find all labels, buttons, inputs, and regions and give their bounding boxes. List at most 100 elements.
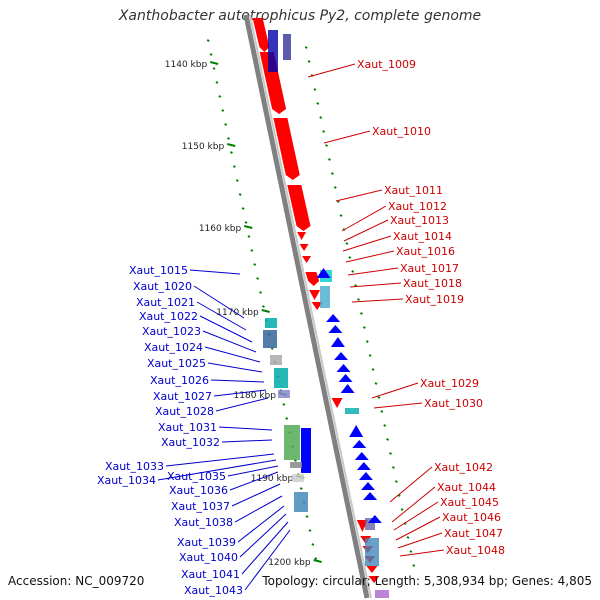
forward-gene-arrow bbox=[311, 302, 323, 310]
gene-label: Xaut_1024 bbox=[144, 341, 203, 354]
gene-label-leader bbox=[210, 379, 265, 383]
gene-label: Xaut_1022 bbox=[139, 310, 198, 323]
homology-box bbox=[365, 518, 375, 530]
scale-dot bbox=[336, 200, 340, 203]
gene-label-leader bbox=[391, 486, 436, 523]
scale-dot bbox=[391, 466, 395, 469]
gene-label-leader bbox=[165, 453, 275, 467]
forward-gene-arrow bbox=[331, 398, 343, 408]
homology-box bbox=[292, 474, 304, 482]
forward-gene bbox=[273, 118, 300, 180]
gene-label-leader bbox=[351, 298, 404, 303]
gene-label: Xaut_1015 bbox=[129, 264, 188, 277]
scale-dot bbox=[354, 284, 358, 287]
gene-label-leader bbox=[345, 250, 395, 263]
scale-dot bbox=[330, 172, 334, 175]
forward-gene-arrow bbox=[299, 244, 309, 251]
scale-dot bbox=[313, 88, 317, 91]
reverse-gene-arrow bbox=[363, 492, 378, 500]
reverse-gene-arrow bbox=[340, 384, 355, 393]
reverse-gene-arrow bbox=[356, 462, 371, 470]
gene-label-leader bbox=[227, 465, 279, 477]
scale-dot bbox=[406, 536, 410, 539]
scale-label: 1150 kbp bbox=[182, 142, 225, 152]
scale-label: 1140 kbp bbox=[165, 60, 208, 70]
scale-dot bbox=[241, 207, 245, 210]
gene-label: Xaut_1014 bbox=[393, 230, 452, 243]
gene-label-leader bbox=[393, 501, 439, 531]
homology-box bbox=[294, 492, 308, 512]
gene-label: Xaut_1043 bbox=[184, 584, 243, 597]
map-title: Xanthobacter autotrophicus Py2, complete… bbox=[118, 8, 482, 24]
reverse-gene-arrow bbox=[328, 325, 343, 333]
scale-dot bbox=[351, 270, 355, 273]
genome-backbone bbox=[243, 14, 370, 599]
scale-dot bbox=[348, 256, 352, 259]
scale-dot bbox=[232, 165, 236, 168]
gene-label: Xaut_1013 bbox=[390, 214, 449, 227]
reverse-gene bbox=[301, 428, 311, 473]
scale-dot bbox=[259, 291, 262, 294]
scale-dot bbox=[333, 186, 337, 189]
forward-gene-arrow bbox=[368, 576, 380, 583]
gene-label: Xaut_1020 bbox=[133, 280, 192, 293]
reverse-gene-arrow bbox=[330, 337, 345, 347]
reverse-gene-arrow bbox=[354, 452, 369, 460]
gene-label: Xaut_1030 bbox=[424, 397, 483, 410]
reverse-gene-arrow bbox=[367, 515, 382, 523]
gene-label: Xaut_1010 bbox=[372, 125, 431, 138]
forward-gene-arrow bbox=[297, 232, 307, 240]
scale-dot bbox=[247, 235, 251, 238]
gene-label-leader bbox=[349, 282, 402, 288]
scale-dot bbox=[235, 179, 239, 182]
scale-dot bbox=[299, 487, 303, 490]
gene-label: Xaut_1027 bbox=[153, 390, 212, 403]
homology-box bbox=[270, 355, 282, 365]
gene-label-leader bbox=[342, 235, 392, 252]
gene-label: Xaut_1021 bbox=[136, 296, 195, 309]
scale-dot bbox=[256, 277, 260, 280]
gene-label-leader bbox=[397, 532, 443, 549]
gene-label-leader bbox=[395, 516, 441, 541]
gene-label: Xaut_1041 bbox=[181, 568, 240, 581]
gene-label: Xaut_1032 bbox=[161, 436, 220, 449]
gene-label: Xaut_1017 bbox=[400, 262, 459, 275]
reverse-gene-arrow bbox=[352, 440, 367, 448]
scale-dot bbox=[319, 116, 323, 119]
scale-dot bbox=[328, 158, 331, 161]
gene-label-leader bbox=[244, 529, 291, 591]
scale-dot bbox=[285, 417, 289, 420]
gene-label-leader bbox=[204, 346, 261, 363]
reverse-gene-arrow bbox=[336, 364, 351, 372]
scale-dot bbox=[221, 109, 225, 112]
gene-label: Xaut_1023 bbox=[142, 325, 201, 338]
reverse-gene-arrow bbox=[349, 425, 364, 437]
accession-label: Accession: NC_009720 bbox=[8, 574, 145, 588]
scale-dot bbox=[394, 480, 398, 483]
scale-dot bbox=[325, 144, 328, 147]
gene-label: Xaut_1036 bbox=[169, 484, 228, 497]
scale-dot bbox=[316, 102, 320, 105]
scale-dot bbox=[357, 298, 360, 301]
gene-label-leader bbox=[231, 483, 281, 507]
homology-box bbox=[365, 538, 379, 566]
gene-label-leader bbox=[218, 426, 273, 431]
scale-dot bbox=[227, 137, 230, 140]
scale-dot bbox=[383, 424, 387, 427]
scale-dot bbox=[270, 347, 274, 350]
scale-dot bbox=[368, 354, 372, 357]
scale-dot bbox=[244, 221, 248, 224]
scale-dot bbox=[238, 193, 242, 196]
forward-gene-arrow bbox=[309, 290, 321, 300]
gene-label-leader bbox=[213, 389, 267, 397]
scale-dot bbox=[224, 123, 228, 126]
gene-label-leader bbox=[371, 382, 419, 399]
gene-label: Xaut_1019 bbox=[405, 293, 464, 306]
homology-box bbox=[290, 462, 302, 468]
scale-label: 1170 kbp bbox=[216, 308, 259, 318]
scale-dot bbox=[377, 396, 381, 399]
gene-label: Xaut_1018 bbox=[403, 277, 462, 290]
gene-label-leader bbox=[399, 549, 445, 557]
gene-label: Xaut_1035 bbox=[167, 470, 226, 483]
